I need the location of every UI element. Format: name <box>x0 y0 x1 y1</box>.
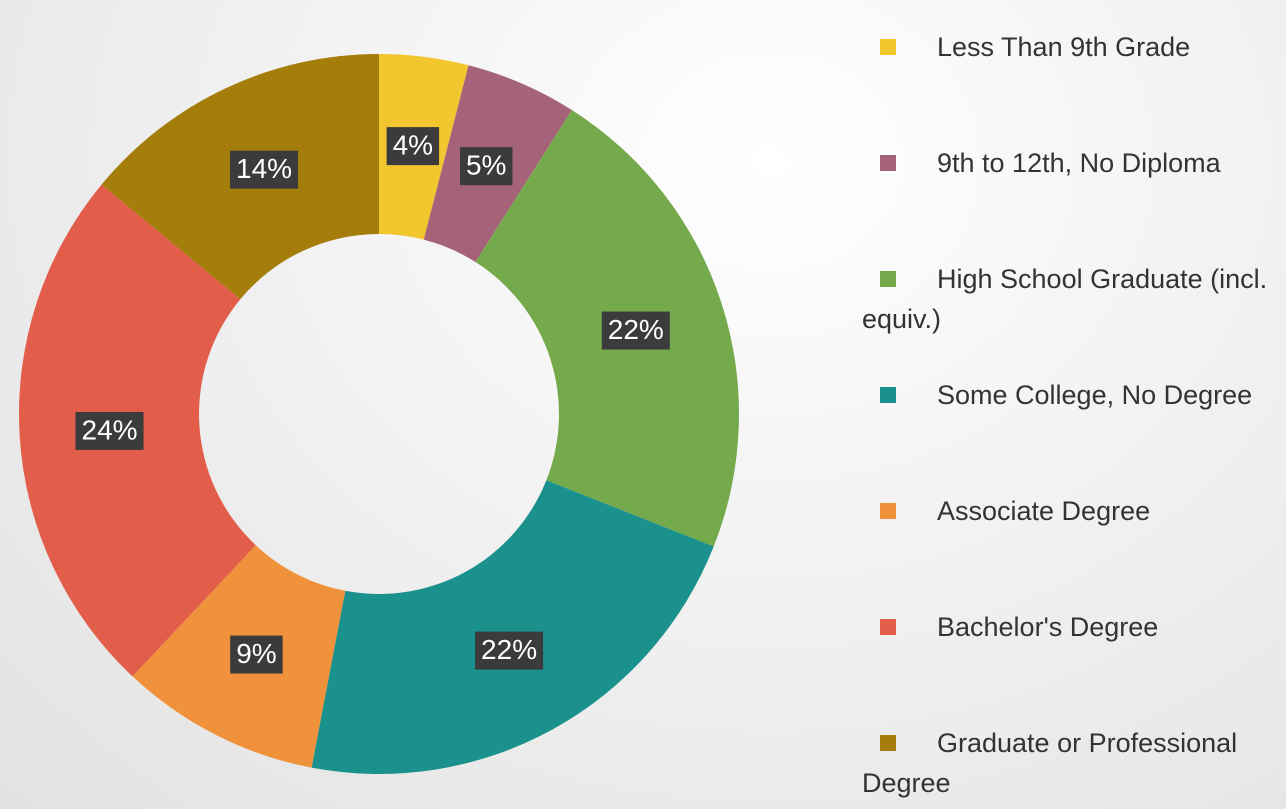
legend-label: Associate Degree <box>937 496 1151 526</box>
data-label-text: 22% <box>608 314 664 345</box>
legend-item: Associate Degree <box>862 491 1284 531</box>
data-label-box <box>230 635 283 674</box>
legend-swatch <box>880 619 896 635</box>
legend-label: High School Graduate (incl. equiv.) <box>862 264 1268 334</box>
legend-swatch <box>880 735 896 751</box>
data-label: 4% <box>386 127 440 166</box>
legend-label: Less Than 9th Grade <box>937 32 1191 62</box>
data-label-box <box>601 311 670 350</box>
data-label: 24% <box>75 411 144 450</box>
chart: 4% 5% 22% 22% 9% 24% 14% <box>18 54 739 774</box>
legend-label: Bachelor's Degree <box>937 612 1159 642</box>
data-label-box <box>75 411 144 450</box>
legend-swatch <box>880 503 896 519</box>
data-label-box <box>230 150 299 189</box>
legend-swatch <box>880 387 896 403</box>
data-label-text: 4% <box>393 130 433 161</box>
data-label: 9% <box>230 635 283 674</box>
legend-item: Less Than 9th Grade <box>862 27 1284 67</box>
data-label-text: 5% <box>466 150 506 181</box>
donut-slice <box>311 480 714 774</box>
data-label-box <box>475 631 544 670</box>
data-label: 22% <box>601 311 670 350</box>
legend-label: Some College, No Degree <box>937 380 1253 410</box>
data-label: 5% <box>459 147 513 186</box>
data-label-text: 9% <box>236 638 276 669</box>
legend-swatch <box>880 155 896 171</box>
legend-swatch <box>880 271 896 287</box>
legend-item: Bachelor's Degree <box>862 607 1284 647</box>
legend-item: Some College, No Degree <box>862 375 1284 415</box>
legend-swatch <box>880 39 896 55</box>
legend-item: Graduate or Professional Degree <box>862 723 1284 803</box>
legend-item: 9th to 12th, No Diploma <box>862 143 1284 183</box>
data-label-text: 14% <box>236 153 292 184</box>
data-label: 22% <box>475 631 544 670</box>
data-label: 14% <box>230 150 299 189</box>
legend-item: High School Graduate (incl. equiv.) <box>862 259 1284 339</box>
data-label-text: 22% <box>481 634 537 665</box>
data-label-box <box>459 147 513 186</box>
data-label-text: 24% <box>82 414 138 445</box>
data-label-box <box>386 127 440 166</box>
legend-label: 9th to 12th, No Diploma <box>937 148 1221 178</box>
legend-label: Graduate or Professional Degree <box>862 728 1238 798</box>
